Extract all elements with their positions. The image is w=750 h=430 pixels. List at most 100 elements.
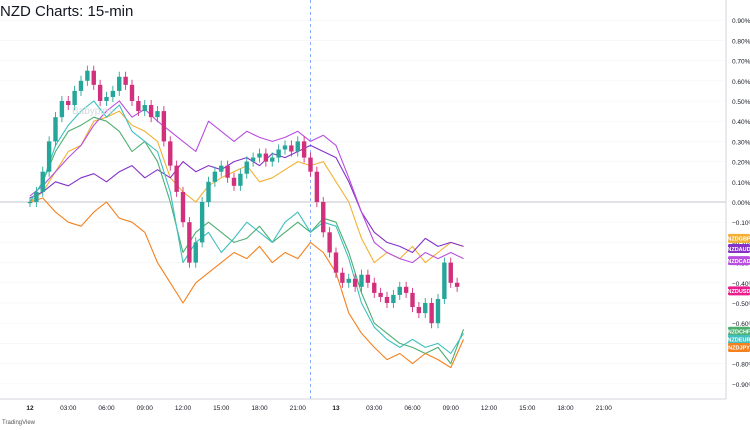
- series-line-nzdjpy: [29, 197, 465, 369]
- legend-tag-label: NZDGBP: [727, 237, 750, 243]
- candle-body: [231, 177, 237, 186]
- candle-body: [442, 262, 447, 299]
- legend-tag-bg: [728, 334, 750, 344]
- candle-body: [117, 76, 122, 91]
- candle-body: [238, 173, 243, 186]
- x-tick-label: 12:00: [481, 405, 498, 412]
- candle-body: [250, 157, 256, 162]
- candle-body: [333, 252, 339, 273]
- legend-tag-bg: [728, 243, 750, 253]
- y-tick-label: −0.20%: [732, 240, 750, 247]
- candle-body: [454, 282, 460, 287]
- x-axis-tick-labels: 12 03:00 06:00 09:00 12:00 15:00 18:00 21:00 13 0…: [26, 405, 612, 412]
- y-tick-label: 0.60%: [732, 79, 750, 86]
- legend-tag-bg: [728, 256, 750, 266]
- y-tick-label: −0.60%: [732, 321, 750, 328]
- candle-body: [155, 111, 160, 118]
- x-tick-label: 21:00: [596, 405, 613, 412]
- candle-body: [129, 84, 135, 101]
- candle-body: [91, 70, 96, 85]
- y-tick-label: −0.50%: [732, 301, 750, 308]
- y-tick-label: 0.70%: [732, 59, 750, 66]
- y-tick-label: −0.10%: [732, 220, 750, 227]
- candle-body: [435, 298, 441, 324]
- candle-body: [321, 202, 326, 233]
- candle-body: [104, 96, 109, 101]
- candle-body: [301, 141, 307, 158]
- legend-tag-nzdgbp: NZDGBP: [727, 233, 750, 243]
- y-tick-label: −0.40%: [732, 281, 750, 288]
- legend-tag-bg: [728, 233, 750, 243]
- y-tick-label: 0.50%: [732, 99, 750, 106]
- legend-tag-label: NZDCHF: [728, 330, 750, 336]
- x-tick-label: 03:00: [60, 405, 77, 412]
- candle-body: [289, 145, 294, 152]
- legend-tag-label: NZDAUD: [727, 247, 750, 253]
- watermark: Babypips: [72, 106, 114, 117]
- x-tick-label: 15:00: [519, 405, 536, 412]
- candle-body: [391, 294, 396, 303]
- x-tick-label: 03:00: [366, 405, 383, 412]
- x-tick-label: 18:00: [251, 405, 268, 412]
- candle-body: [72, 90, 77, 106]
- candle-body: [340, 272, 345, 283]
- candle-body: [282, 145, 288, 150]
- candle-body: [148, 105, 154, 118]
- candle-body: [161, 111, 167, 142]
- candle-body: [372, 282, 377, 293]
- y-tick-label: −0.90%: [732, 382, 750, 389]
- candle-body: [314, 171, 320, 202]
- candle-body: [212, 171, 218, 182]
- candle-body: [59, 101, 65, 118]
- y-tick-label: 0.80%: [732, 38, 750, 45]
- y-tick-label: 0.90%: [732, 18, 750, 25]
- x-tick-label: 18:00: [557, 405, 574, 412]
- candle-body: [448, 262, 453, 283]
- candle-body: [365, 274, 371, 283]
- candle-body: [327, 232, 332, 253]
- series-line-nzdeur: [29, 100, 464, 355]
- candle-body: [123, 76, 128, 85]
- candle-body: [359, 274, 364, 287]
- candle-body: [199, 202, 205, 243]
- legend-tag-label: NZDUSD: [728, 289, 750, 295]
- x-tick-label: 13: [332, 405, 340, 412]
- x-tick-label: 12:00: [175, 405, 192, 412]
- series-line-nzdchf: [29, 116, 465, 365]
- candle-body: [27, 202, 33, 204]
- legend-tag-nzdusd: NZDUSD: [728, 286, 750, 296]
- candle-body: [206, 181, 211, 202]
- candle-body: [174, 165, 179, 192]
- candle-body: [403, 286, 409, 293]
- legend-tag-label: NZDEUR: [728, 338, 750, 344]
- candle-body: [180, 191, 186, 223]
- y-tick-label: −0.80%: [732, 362, 750, 369]
- chart-title: NZD Charts: 15-min: [0, 3, 134, 20]
- candle-body: [244, 161, 249, 174]
- legend-tag-nzdjpy: NZDJPY: [728, 342, 750, 352]
- candle-body: [352, 278, 358, 287]
- x-tick-label: 09:00: [443, 405, 460, 412]
- candle-body: [225, 165, 230, 178]
- legend-tag-nzdeur: NZDEUR: [728, 334, 750, 344]
- candle-body: [308, 157, 313, 172]
- legend-tag-bg: [728, 342, 750, 352]
- legend-tag-nzdcad: NZDCAD: [727, 256, 750, 266]
- candle-body: [53, 117, 58, 142]
- candle-body: [66, 101, 71, 106]
- candle-body: [78, 80, 84, 91]
- candle-body: [270, 157, 275, 162]
- candle-body: [257, 153, 262, 158]
- candle-body: [423, 303, 428, 314]
- x-tick-label: 06:00: [98, 405, 115, 412]
- comparison-series: [29, 100, 465, 369]
- candle-body: [378, 292, 383, 297]
- candle-body: [187, 222, 192, 263]
- candle-body: [136, 101, 141, 112]
- candle-body: [397, 286, 402, 295]
- legend-tag-label: NZDCAD: [727, 259, 750, 265]
- candle-body: [263, 153, 269, 162]
- x-tick-label: 09:00: [137, 405, 154, 412]
- x-tick-label: 21:00: [290, 405, 307, 412]
